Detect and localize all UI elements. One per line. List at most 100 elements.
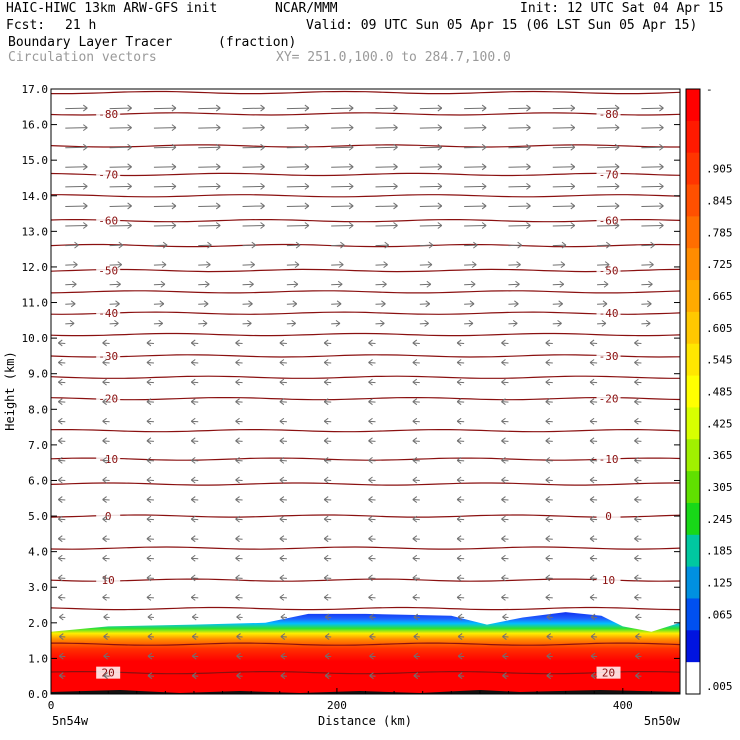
circulation-vector	[501, 538, 509, 540]
contour-label: -10	[98, 453, 118, 466]
temperature-contour-line	[51, 112, 680, 116]
circulation-vector	[58, 557, 66, 560]
circulation-vector	[634, 557, 642, 560]
vector-arrowhead	[501, 456, 506, 464]
temperature-contour-line	[51, 172, 680, 177]
vector-arrowhead	[190, 378, 196, 386]
circulation-vector	[242, 185, 265, 188]
vector-arrowhead	[512, 319, 518, 327]
vector-arrowhead	[146, 476, 152, 484]
forecast-label: Fcst:	[6, 18, 46, 33]
vector-arrowhead	[456, 554, 462, 562]
circulation-vector	[597, 283, 609, 286]
temperature-contour-line	[51, 290, 680, 294]
circulation-vector	[412, 459, 420, 462]
vector-arrowhead	[323, 496, 329, 503]
vector-arrowhead	[634, 554, 639, 562]
temperature-contour-line	[51, 194, 680, 198]
vector-arrowhead	[456, 339, 462, 347]
colorbar-segment	[686, 89, 700, 122]
vector-arrowhead	[412, 359, 418, 366]
vector-arrowhead	[69, 319, 75, 327]
vector-arrowhead	[291, 319, 296, 327]
vector-arrowhead	[57, 496, 63, 503]
vector-arrowhead	[279, 535, 285, 543]
circulation-vector	[331, 303, 342, 305]
vector-arrowhead	[235, 554, 240, 562]
circulation-vector	[501, 577, 509, 579]
circulation-vector	[325, 636, 332, 638]
circulation-vector	[58, 342, 66, 344]
circulation-vector	[508, 146, 531, 149]
contour-label: -20	[98, 393, 118, 406]
circulation-vector	[153, 185, 176, 188]
vector-arrowhead	[634, 515, 639, 523]
vector-arrowhead	[634, 574, 639, 582]
colorbar-frame	[685, 88, 701, 695]
vector-arrowhead	[323, 378, 329, 386]
vector-arrowhead	[473, 241, 478, 249]
vector-arrowhead	[368, 437, 373, 445]
circulation-vector	[65, 303, 76, 305]
vector-arrowhead	[191, 672, 197, 680]
circulation-vector	[324, 420, 332, 423]
vector-arrowhead	[293, 280, 299, 288]
contour-label: 20	[102, 667, 115, 680]
contour-label: -20	[599, 393, 619, 406]
circulation-vector	[325, 655, 332, 658]
circulation-vector	[552, 322, 562, 325]
temperature-contour-line	[51, 482, 680, 486]
vector-arrowhead	[659, 222, 664, 229]
vector-arrowhead	[635, 652, 640, 660]
vector-arrowhead	[614, 143, 620, 151]
vector-arrowhead	[368, 515, 373, 523]
vector-arrowhead	[481, 143, 487, 151]
circulation-vector	[545, 401, 553, 403]
circulation-vector	[236, 655, 243, 658]
circulation-vector	[65, 127, 88, 129]
vector-arrowhead	[102, 398, 107, 406]
circulation-vector	[153, 322, 163, 325]
circulation-vector	[635, 636, 642, 638]
circulation-vector	[634, 342, 642, 344]
vector-arrowhead	[102, 378, 107, 386]
circulation-vector	[464, 107, 487, 110]
circulation-vector	[412, 362, 420, 364]
vector-arrowhead	[412, 437, 418, 445]
circulation-vector	[590, 459, 598, 462]
circulation-vector	[153, 303, 164, 305]
circulation-vector	[508, 107, 531, 110]
circulation-vector	[331, 146, 354, 149]
circulation-vector	[552, 107, 575, 110]
vector-arrowhead	[589, 574, 595, 582]
circulation-vector	[501, 459, 509, 462]
vector-arrowhead	[659, 143, 664, 151]
vector-arrowhead	[456, 456, 462, 464]
temperature-contour-line	[51, 606, 680, 611]
temperature-contour-line	[51, 671, 680, 675]
circulation-vector	[198, 107, 221, 110]
circulation-vector	[591, 655, 598, 658]
circulation-vector	[368, 557, 376, 560]
vector-arrowhead	[115, 300, 120, 308]
vector-arrowhead	[659, 182, 664, 190]
circulation-vector	[286, 225, 309, 227]
vector-arrowhead	[456, 437, 462, 445]
vector-arrowhead	[635, 633, 640, 640]
vector-arrowhead	[501, 496, 506, 503]
circulation-vector	[109, 205, 132, 207]
circulation-vector	[198, 283, 210, 286]
vector-arrowhead	[368, 378, 373, 386]
circulation-vector	[324, 342, 332, 344]
vector-arrowhead	[412, 594, 418, 601]
vector-arrowhead	[215, 143, 221, 151]
vector-arrowhead	[659, 202, 664, 210]
vector-arrowhead	[336, 300, 342, 308]
circulation-vector	[235, 577, 243, 579]
vector-arrowhead	[348, 222, 354, 229]
vector-arrowhead	[73, 261, 78, 269]
vector-arrowhead	[456, 359, 462, 366]
vector-arrowhead	[202, 319, 208, 327]
circulation-vector	[102, 518, 110, 521]
circulation-vector	[419, 107, 442, 110]
